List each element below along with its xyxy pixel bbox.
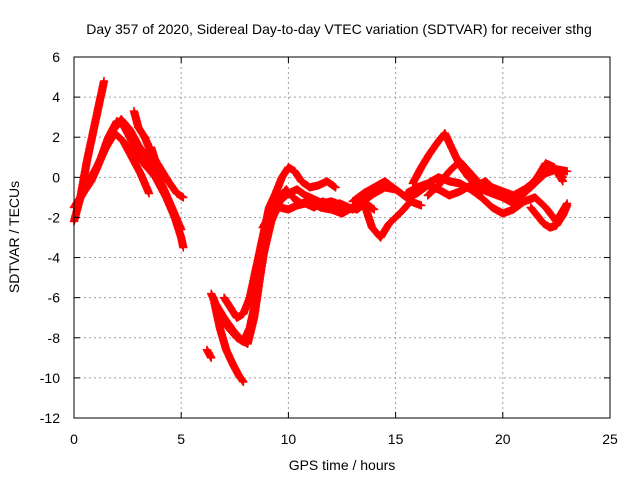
- plot-frame: [73, 56, 611, 419]
- x-tick-label: 20: [495, 431, 511, 447]
- series-track-11: [219, 163, 340, 322]
- y-tick-label: 4: [52, 89, 60, 105]
- x-tick-label: 25: [602, 431, 618, 447]
- y-axis-label: SDTVAR / TECUs: [6, 181, 22, 293]
- y-tick-label: 6: [52, 49, 60, 65]
- series-markers: [258, 197, 379, 232]
- series-track-12: [258, 197, 379, 232]
- series-markers: [211, 185, 426, 349]
- grid: [74, 57, 610, 418]
- y-tick-label: -10: [40, 370, 60, 386]
- series-markers: [146, 143, 169, 186]
- x-tick-label: 0: [70, 431, 78, 447]
- series-markers: [423, 157, 568, 200]
- axis-ticks: 0 5 10 15 20 25 -12 -10 -8 -6 -4 -2 0 2 4 6: [40, 49, 618, 447]
- x-tick-label: 15: [388, 431, 404, 447]
- y-tick-label: -6: [48, 290, 61, 306]
- y-tick-label: -2: [48, 209, 61, 225]
- x-tick-label: 10: [281, 431, 297, 447]
- series-track-7: [202, 345, 216, 363]
- series-track-17: [526, 201, 572, 232]
- x-tick-label: 5: [177, 431, 185, 447]
- y-tick-label: 0: [52, 169, 60, 185]
- series-track-4: [76, 128, 154, 202]
- y-tick-label: 2: [52, 129, 60, 145]
- x-axis-label: GPS time / hours: [289, 457, 396, 473]
- series-track-10: [211, 185, 426, 349]
- y-tick-label: -8: [48, 330, 61, 346]
- series-track-16: [423, 157, 568, 200]
- series-markers: [76, 128, 154, 202]
- series-markers: [526, 201, 572, 232]
- series-markers: [202, 345, 216, 363]
- series-markers: [219, 163, 340, 322]
- y-tick-label: -12: [40, 410, 60, 426]
- data-series: [69, 76, 572, 387]
- y-tick-label: -4: [48, 250, 61, 266]
- chart-title: Day 357 of 2020, Sidereal Day-to-day VTE…: [86, 21, 592, 37]
- series-track-6: [146, 143, 169, 186]
